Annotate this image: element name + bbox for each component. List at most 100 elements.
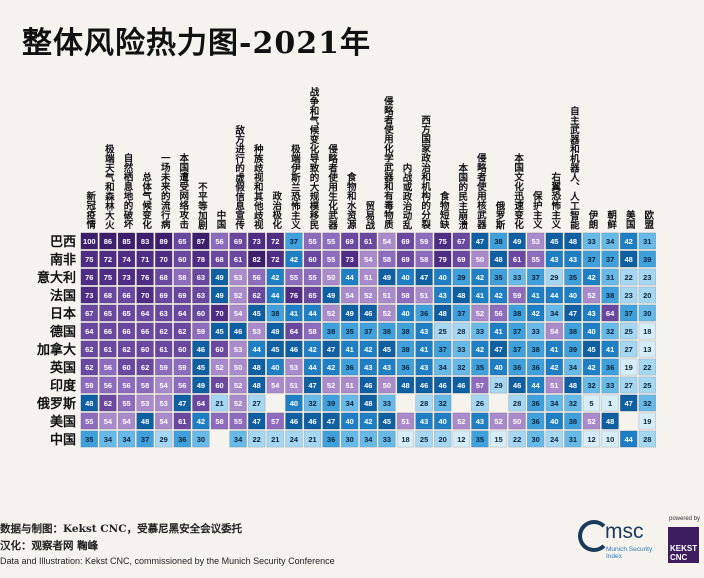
cell-value: 35: [569, 273, 577, 282]
heatmap-cell: [545, 340, 563, 358]
heatmap-cell: [564, 232, 582, 250]
cell-value: 86: [104, 237, 112, 246]
cell-value: 62: [85, 363, 93, 372]
cell-value: 72: [271, 237, 279, 246]
cell-value: 73: [253, 237, 261, 246]
cell-value: 42: [197, 417, 205, 426]
row-label: 意大利: [37, 270, 76, 286]
heatmap-cell: [638, 394, 656, 412]
column-label: 新冠疫情: [84, 191, 96, 229]
cell-value: 40: [587, 327, 595, 336]
heatmap-cell: [415, 340, 433, 358]
cell-value: 34: [364, 435, 373, 444]
cell-value: 60: [178, 345, 186, 354]
heatmap-cell: [266, 268, 284, 286]
cell-value: 34: [569, 363, 578, 372]
cell-value: 32: [587, 381, 595, 390]
cell-value: 52: [587, 417, 595, 426]
heatmap-cell: [117, 430, 136, 448]
heatmap-cell: [489, 376, 508, 394]
cell-value: 20: [439, 435, 447, 444]
heatmap-cell: [434, 376, 452, 394]
heatmap-cell: [620, 322, 638, 340]
cell-value: 59: [197, 327, 205, 336]
heatmap-cell: [99, 250, 117, 268]
heatmap-cell: [173, 376, 191, 394]
cell-value: 47: [253, 417, 261, 426]
column-label: 本国文化迅速变化: [512, 153, 524, 229]
cell-value: 28: [643, 435, 651, 444]
cell-value: 48: [141, 417, 149, 426]
heatmap-cell: [638, 304, 656, 322]
cell-value: 48: [625, 255, 633, 264]
column-label: 种族歧视和其他歧视: [251, 143, 263, 230]
heatmap-cell: [396, 268, 415, 286]
cell-value: 41: [476, 291, 484, 300]
powered-by-label: powered by: [669, 516, 701, 522]
heatmap-cell: [99, 232, 117, 250]
cell-value: 52: [327, 381, 335, 390]
heatmap-cell: [285, 286, 303, 304]
cell-value: 27: [253, 399, 261, 408]
heatmap-cell: [638, 412, 656, 430]
heatmap-cell: [322, 340, 340, 358]
heatmap-cell: [303, 358, 322, 376]
cell-value: 34: [346, 399, 355, 408]
heatmap-cell: [155, 304, 173, 322]
heatmap-cell: [173, 304, 191, 322]
heatmap-cell: [527, 250, 545, 268]
cell-value: 52: [494, 417, 502, 426]
cell-value: 79: [439, 255, 447, 264]
heatmap-cell: [452, 250, 470, 268]
cell-value: 60: [122, 363, 130, 372]
heatmap-cell: [620, 340, 638, 358]
heatmap-cell: [415, 304, 433, 322]
heatmap-cell: [396, 430, 415, 448]
row-label: 加拿大: [36, 342, 76, 358]
cell-value: 15: [494, 435, 502, 444]
heatmap-cell: [638, 250, 656, 268]
heatmap-cell: [117, 232, 136, 250]
cell-value: 42: [290, 255, 298, 264]
cell-value: 42: [587, 363, 595, 372]
heatmap-cell: [396, 286, 415, 304]
cell-value: 53: [234, 345, 242, 354]
cell-value: 37: [439, 345, 447, 354]
heatmap-cell: [545, 232, 563, 250]
cell-value: 55: [327, 255, 335, 264]
heatmap-cell: [359, 340, 377, 358]
cell-value: 34: [550, 309, 559, 318]
cell-value: 32: [643, 399, 651, 408]
heatmap-cell: [489, 412, 508, 430]
cell-value: 37: [364, 327, 372, 336]
heatmap-cell: [266, 232, 284, 250]
heatmap-cell: [341, 250, 359, 268]
cell-value: 36: [513, 363, 521, 372]
heatmap-cell: [248, 376, 266, 394]
heatmap-cell: [564, 304, 582, 322]
heatmap-cell: [527, 376, 545, 394]
cell-value: 52: [234, 291, 242, 300]
column-label: 欧盟: [642, 210, 654, 229]
heatmap-cell: [322, 394, 340, 412]
cell-value: 36: [178, 435, 186, 444]
heatmap-cell: [359, 268, 377, 286]
cell-value: 33: [513, 273, 521, 282]
cell-value: 52: [234, 399, 242, 408]
heatmap-cell: [80, 304, 98, 322]
heatmap-cell: [396, 250, 415, 268]
cell-value: 69: [346, 237, 354, 246]
cell-value: 76: [85, 273, 93, 282]
cell-value: 67: [85, 309, 93, 318]
column-label: 侵略者使用核武器: [474, 153, 486, 229]
cell-value: 19: [625, 363, 633, 372]
cell-value: 56: [122, 381, 130, 390]
heatmap-cell: [638, 376, 656, 394]
heatmap-cell: [285, 268, 303, 286]
heatmap-cell: [173, 232, 191, 250]
column-label: 侵略者使用化学武器和有毒物质: [381, 96, 393, 229]
cell-value: 31: [606, 273, 614, 282]
heatmap-cell: [452, 286, 470, 304]
cell-value: 70: [141, 291, 149, 300]
